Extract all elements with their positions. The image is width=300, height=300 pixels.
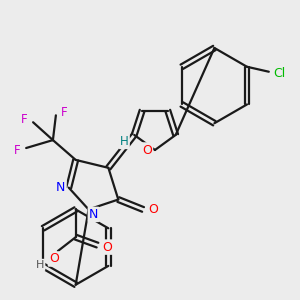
Text: F: F xyxy=(14,143,21,157)
Text: O: O xyxy=(103,241,112,254)
Text: O: O xyxy=(148,203,158,216)
Text: F: F xyxy=(61,106,67,119)
Text: H: H xyxy=(36,260,44,270)
Text: H: H xyxy=(120,135,129,148)
Text: F: F xyxy=(21,113,28,126)
Text: O: O xyxy=(142,143,152,157)
Text: N: N xyxy=(56,181,65,194)
Text: O: O xyxy=(49,253,59,266)
Text: N: N xyxy=(89,208,98,221)
Text: Cl: Cl xyxy=(274,67,286,80)
